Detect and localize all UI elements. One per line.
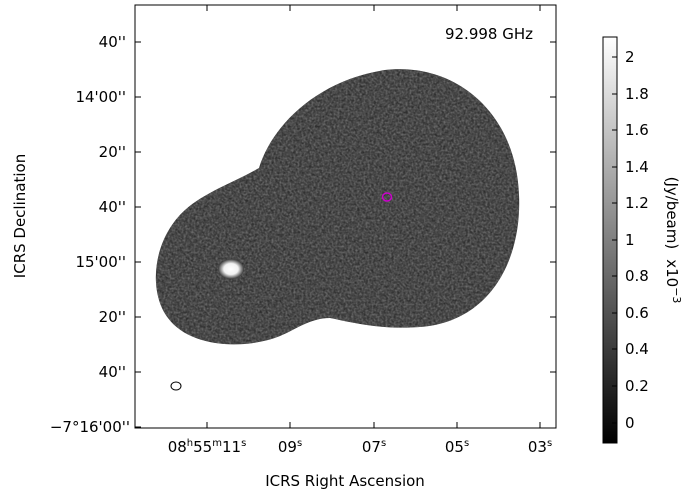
colorbar-tick-label: 2 [625,48,635,66]
y-tick-label: 20'' [99,308,126,326]
colorbar-tick-label: 1 [625,231,635,249]
colorbar-tick-label: 1.6 [625,121,649,139]
mosaic-image [155,69,520,345]
colorbar-tick-label: 0.4 [625,340,649,358]
y-tick-label: 20'' [99,143,126,161]
y-tick-label: −7°16'00'' [50,418,130,436]
beam-ellipse [170,381,182,391]
colorbar-tick-label: 0.8 [625,267,649,285]
x-tick-label: 05s [445,438,469,456]
y-tick-marks [135,41,556,428]
x-tick-label: 07s [362,438,386,456]
colorbar-unit-label: (Jy/beam)x10−3 [663,177,683,304]
colorbar-tick-label: 0 [625,414,635,432]
y-tick-label: 40'' [99,363,126,381]
x-tick-label: 09s [278,438,302,456]
colorbar-tick-label: 0.6 [625,304,649,322]
y-tick-labels: 40'' 14'00'' 20'' 40'' 15'00'' 20'' 40''… [50,33,130,436]
bright-source [218,259,244,279]
colorbar-tick-label: 0.2 [625,377,649,395]
y-tick-label: 40'' [99,198,126,216]
frequency-label: 92.998 GHz [445,25,533,43]
y-tick-label: 40'' [99,33,126,51]
colorbar-tick-labels: 2 1.8 1.6 1.4 1.2 1 0.8 0.6 0.4 0.2 0 [625,48,649,432]
target-marker-circle [381,192,393,202]
colorbar-tick-label: 1.4 [625,158,649,176]
x-tick-marks [206,5,541,428]
y-tick-label: 15'00'' [75,253,126,271]
plot-frame [134,4,557,429]
y-axis-title: ICRS Declination [11,154,29,278]
x-tick-label: 03s [528,438,552,456]
colorbar-tick-label: 1.8 [625,85,649,103]
x-tick-label-first: 08h55m11s [168,438,247,456]
x-axis-title: ICRS Right Ascension [265,472,425,490]
colorbar-tick-marks [612,56,617,424]
y-tick-label: 14'00'' [75,88,126,106]
x-tick-labels: 08h55m11s 09s 07s 05s 03s [168,438,552,456]
colorbar-tick-label: 1.2 [625,194,649,212]
